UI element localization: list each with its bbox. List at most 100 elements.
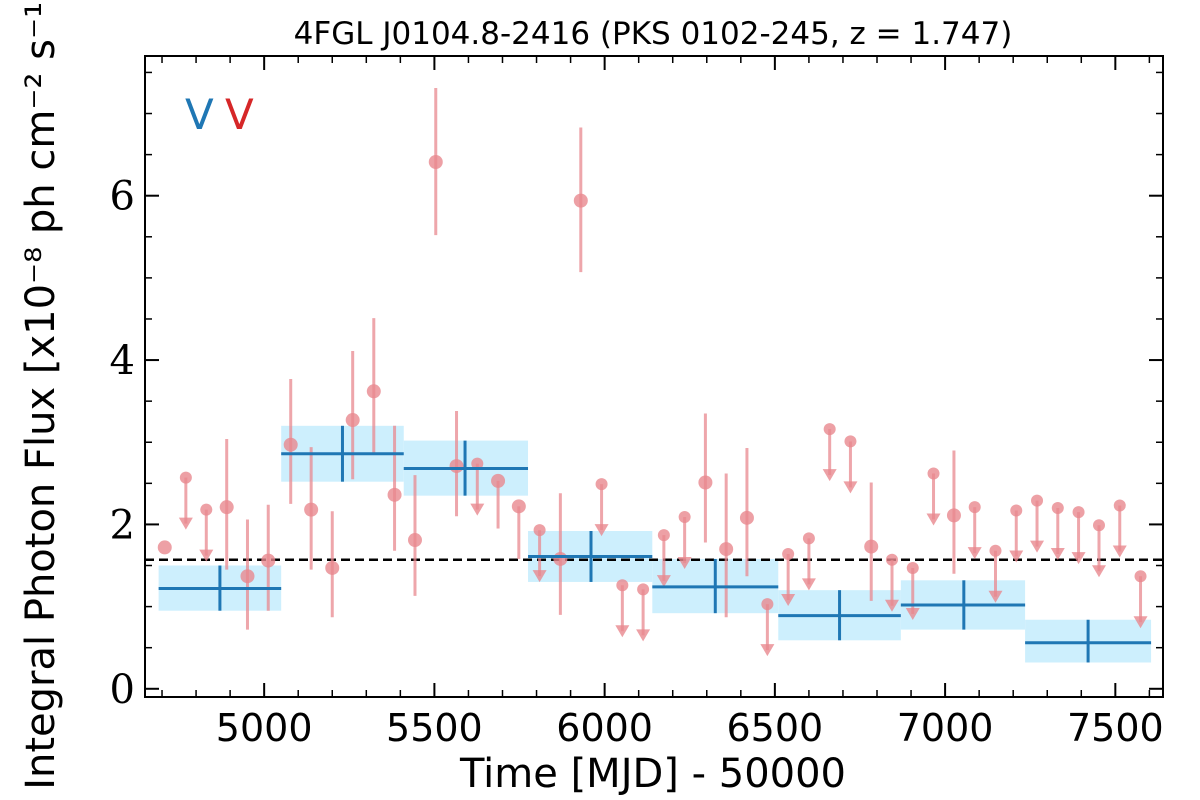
- binned-point-0: [158, 565, 282, 611]
- x-axis-label: Time [MJD] - 50000: [459, 751, 846, 797]
- upper-limit-marker-2: [471, 457, 484, 470]
- upper-limit-17: [967, 501, 982, 560]
- detection-marker-21: [946, 508, 961, 523]
- detection-marker-7: [345, 413, 360, 428]
- upper-limit-arrow-9: [760, 644, 775, 657]
- binned-point-3: [528, 530, 653, 582]
- binned-point-4: [652, 558, 779, 614]
- upper-limit-arrow-8: [677, 557, 692, 570]
- y-tick-label-1: 2: [110, 502, 135, 548]
- y-axis-label: Integral Photon Flux [x10⁻⁸ ph cm⁻² s⁻¹]: [18, 0, 64, 790]
- detection-point-0: [157, 540, 172, 555]
- upper-limit-arrow-6: [636, 629, 651, 642]
- detection-point-10: [407, 475, 422, 596]
- binned-point-2: [403, 440, 529, 496]
- upper-limit-marker-18: [989, 544, 1002, 557]
- detection-point-8: [366, 318, 381, 455]
- chart-title: 4FGL J0104.8-2416 (PKS 0102-245, z = 1.7…: [294, 16, 1013, 52]
- upper-limit-5: [615, 579, 630, 638]
- detection-marker-12: [449, 459, 464, 474]
- upper-limit-arrow-23: [1091, 565, 1106, 578]
- detection-marker-6: [325, 560, 340, 575]
- x-tick-label-3: 6500: [727, 706, 824, 750]
- detection-point-21: [946, 450, 961, 574]
- upper-limit-marker-4: [595, 478, 608, 491]
- detection-marker-2: [240, 569, 255, 584]
- upper-limit-marker-15: [906, 561, 919, 574]
- upper-limit-19: [1009, 504, 1024, 563]
- upper-limit-marker-7: [657, 529, 670, 542]
- detection-marker-16: [573, 193, 588, 208]
- upper-limit-marker-24: [1113, 499, 1126, 512]
- upper-limit-16: [926, 467, 941, 526]
- binned-point-7: [1025, 619, 1152, 663]
- detection-marker-13: [491, 473, 506, 488]
- upper-limit-marker-12: [823, 423, 836, 436]
- detection-marker-14: [511, 499, 526, 514]
- upper-limit-arrow-1: [199, 549, 214, 562]
- upper-limit-4: [594, 478, 609, 537]
- upper-limit-arrow-20: [1030, 540, 1045, 553]
- x-tick-label-0: 5000: [216, 706, 313, 750]
- upper-limit-arrow-24: [1112, 545, 1127, 558]
- detection-marker-4: [283, 437, 298, 452]
- detection-point-18: [719, 473, 734, 618]
- upper-limit-arrow-19: [1009, 550, 1024, 563]
- upper-limit-marker-25: [1134, 570, 1147, 583]
- upper-limit-arrow-0: [178, 517, 193, 530]
- detection-marker-3: [261, 553, 276, 568]
- upper-limit-arrow-14: [884, 599, 899, 612]
- detection-point-4: [283, 378, 298, 504]
- upper-limit-20: [1030, 494, 1045, 553]
- detection-point-12: [449, 411, 464, 517]
- upper-limit-arrow-21: [1050, 547, 1065, 560]
- binned-point-6: [900, 580, 1026, 630]
- upper-limit-1: [199, 503, 214, 562]
- upper-limit-18: [988, 544, 1003, 603]
- binned-point-5: [778, 590, 901, 641]
- detection-point-16: [573, 127, 588, 273]
- upper-limit-marker-23: [1092, 519, 1105, 532]
- detection-marker-15: [553, 551, 568, 566]
- x-tick-label-2: 6000: [556, 706, 653, 750]
- upper-limit-marker-6: [637, 583, 650, 596]
- detection-point-20: [864, 482, 879, 601]
- y-tick-label-0: 0: [110, 667, 135, 713]
- detection-marker-1: [219, 500, 234, 515]
- upper-limit-23: [1091, 519, 1106, 578]
- upper-limit-marker-21: [1051, 501, 1064, 514]
- upper-limit-14: [884, 553, 899, 612]
- upper-limit-9: [760, 598, 775, 657]
- upper-limit-3: [532, 524, 547, 583]
- upper-limit-arrow-25: [1133, 616, 1148, 629]
- detection-point-5: [304, 447, 319, 570]
- detection-marker-8: [366, 384, 381, 399]
- upper-limit-arrow-13: [843, 481, 858, 494]
- upper-limit-marker-5: [616, 579, 629, 592]
- detection-point-15: [553, 493, 568, 615]
- upper-limit-arrow-2: [470, 503, 485, 516]
- upper-limit-marker-16: [927, 467, 940, 480]
- upper-limit-marker-0: [179, 471, 192, 484]
- detection-point-11: [428, 88, 443, 236]
- upper-limit-marker-11: [802, 532, 815, 545]
- detection-point-9: [387, 425, 402, 551]
- upper-limit-marker-20: [1031, 494, 1044, 507]
- upper-limit-arrow-11: [801, 578, 816, 591]
- detection-marker-17: [698, 475, 713, 490]
- upper-limit-arrow-22: [1071, 552, 1086, 565]
- detection-marker-9: [387, 487, 402, 502]
- detection-point-2: [240, 519, 255, 630]
- x-tick-label-1: 5500: [386, 706, 483, 750]
- detection-marker-18: [719, 542, 734, 557]
- detection-marker-5: [304, 502, 319, 517]
- upper-limit-6: [636, 583, 651, 642]
- detection-point-13: [491, 473, 506, 529]
- detection-point-6: [325, 511, 340, 618]
- upper-limit-arrow-10: [781, 594, 796, 607]
- upper-limit-arrow-7: [656, 575, 671, 588]
- detection-point-1: [219, 438, 234, 570]
- binned-point-1: [281, 425, 404, 482]
- upper-limit-marker-3: [533, 524, 546, 537]
- upper-limit-arrow-18: [988, 590, 1003, 603]
